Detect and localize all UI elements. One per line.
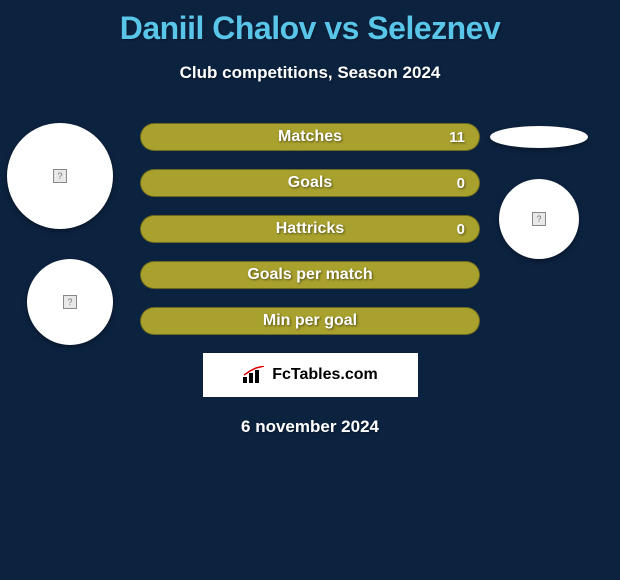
footer-date: 6 november 2024: [0, 417, 620, 437]
stat-label: Goals: [288, 174, 332, 192]
brand-badge: FcTables.com: [203, 353, 418, 397]
stat-label: Hattricks: [276, 220, 344, 238]
stat-bar-min-per-goal: Min per goal: [140, 307, 480, 335]
stat-bar-goals: Goals 0: [140, 169, 480, 197]
stat-bar-matches: Matches 11: [140, 123, 480, 151]
avatar-left-2: [27, 259, 113, 345]
page-title: Daniil Chalov vs Seleznev: [0, 0, 620, 47]
stat-bar-hattricks: Hattricks 0: [140, 215, 480, 243]
avatar-left-1: [7, 123, 113, 229]
avatar-right: [499, 179, 579, 259]
image-placeholder-icon: [532, 212, 546, 226]
brand-chart-icon: [242, 366, 266, 384]
oval-decoration: [490, 126, 588, 148]
stat-label: Goals per match: [247, 266, 372, 284]
stat-label: Matches: [278, 128, 342, 146]
stat-bar-goals-per-match: Goals per match: [140, 261, 480, 289]
brand-text: FcTables.com: [272, 366, 378, 384]
stat-value: 0: [457, 221, 465, 238]
page-subtitle: Club competitions, Season 2024: [0, 63, 620, 83]
image-placeholder-icon: [63, 295, 77, 309]
stat-value: 0: [457, 175, 465, 192]
image-placeholder-icon: [53, 169, 67, 183]
stat-value: 11: [449, 129, 465, 146]
stat-label: Min per goal: [263, 312, 357, 330]
